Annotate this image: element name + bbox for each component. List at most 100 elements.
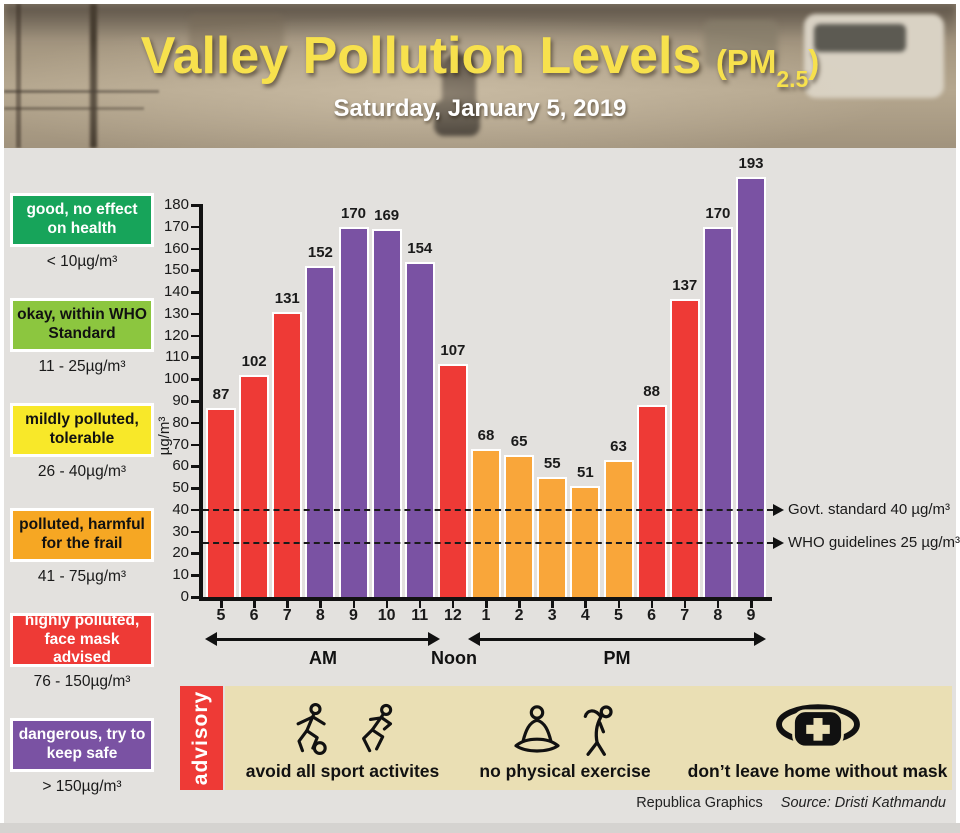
x-tick — [485, 601, 488, 608]
y-tick-label: 0 — [180, 588, 189, 605]
bar — [537, 477, 568, 597]
y-tick — [191, 204, 200, 207]
y-tick — [191, 400, 200, 403]
y-tick — [191, 334, 200, 338]
pm-arrow-left-head — [468, 632, 480, 646]
y-tick-label: 130 — [163, 304, 189, 322]
footer-credit: Republica Graphics — [636, 795, 763, 811]
x-tick-label: 5 — [216, 607, 226, 624]
exercise-icons — [509, 701, 621, 757]
x-tick — [385, 601, 389, 608]
y-tick — [191, 269, 200, 272]
bar-value-label: 51 — [577, 463, 594, 481]
y-tick — [191, 247, 200, 251]
header-photo — [4, 4, 956, 148]
y-tick-label: 120 — [163, 326, 189, 344]
y-tick — [191, 487, 200, 490]
x-tick-label: 3 — [547, 607, 557, 624]
bar — [504, 455, 535, 597]
x-tick — [352, 601, 355, 608]
x-tick-label: 7 — [282, 607, 292, 624]
bar-value-label: 193 — [738, 154, 764, 172]
reference-line — [203, 508, 773, 511]
x-tick-label: 4 — [580, 607, 590, 624]
bar — [702, 226, 733, 597]
legend-box-mild: mildly polluted, tolerable — [10, 403, 154, 457]
mask-icons — [770, 699, 866, 757]
bar — [404, 261, 435, 597]
bar-value-label: 87 — [212, 385, 230, 403]
y-tick — [191, 443, 200, 447]
y-tick-label: 70 — [172, 435, 189, 453]
y-tick — [191, 508, 200, 512]
reference-line-arrow — [773, 503, 784, 516]
legend-box-highly-polluted: highly polluted, face mask advised — [10, 612, 154, 667]
bar-value-label: 169 — [374, 206, 400, 224]
legend-box-dangerous: dangerous, try to keep safe — [10, 718, 154, 772]
am-arrow-left-head — [205, 632, 217, 646]
am-label: AM — [309, 648, 337, 668]
bar-value-label: 170 — [705, 204, 731, 222]
x-tick — [584, 601, 587, 608]
x-tick — [286, 601, 289, 608]
x-tick — [683, 601, 687, 608]
advisory-label-sports: avoid all sport activites — [245, 761, 440, 781]
advisory-label-mask: don’t leave home without mask — [687, 761, 948, 781]
x-tick-label: 9 — [349, 607, 358, 624]
x-tick-label: 8 — [713, 607, 723, 624]
bar-value-label: 154 — [407, 239, 433, 257]
x-tick — [220, 601, 223, 608]
bar — [338, 226, 369, 597]
stretching-icon — [583, 705, 613, 756]
legend-range-highly-polluted: 76 - 150µg/m³ — [33, 673, 131, 690]
y-tick — [191, 312, 200, 316]
y-tick — [191, 596, 200, 599]
advisory-item-sports: avoid all sport activites — [230, 686, 455, 790]
bar-value-label: 152 — [307, 243, 333, 261]
photo-dust-haze — [4, 4, 956, 148]
legend-range-polluted: 41 - 75µg/m³ — [37, 568, 127, 585]
y-tick-label: 100 — [163, 370, 189, 388]
y-tick — [191, 552, 200, 555]
x-tick-label: 2 — [514, 607, 524, 624]
x-tick — [750, 601, 753, 608]
bar — [570, 485, 601, 597]
advisory-tab-label: advisory — [189, 690, 213, 786]
bar-value-label: 63 — [610, 437, 627, 455]
bar — [669, 298, 700, 597]
advisory-item-exercise: no physical exercise — [455, 686, 675, 790]
bar-value-label: 137 — [672, 276, 698, 294]
x-tick — [418, 601, 422, 608]
pm-label: PM — [603, 648, 631, 668]
bar-value-label: 107 — [440, 341, 466, 359]
header: Valley Pollution Levels (PM2.5) Saturday… — [4, 4, 956, 148]
title-main: Valley Pollution Levels — [140, 26, 702, 85]
x-axis-line — [199, 597, 772, 601]
legend-range-good: < 10µg/m³ — [46, 253, 118, 270]
y-tick — [191, 421, 200, 425]
bar — [206, 407, 236, 597]
bar — [239, 374, 270, 597]
legend-range-dangerous: > 150µg/m³ — [42, 778, 122, 795]
x-tick-label: 8 — [315, 607, 325, 624]
y-tick — [191, 378, 200, 381]
advisory-item-mask: don’t leave home without mask — [685, 686, 950, 790]
y-tick-label: 140 — [163, 283, 189, 301]
x-tick — [319, 601, 322, 608]
x-tick — [617, 601, 620, 608]
page-title: Valley Pollution Levels (PM2.5) — [141, 30, 820, 91]
reference-line-label: Govt. standard 40 µg/m³ — [788, 500, 951, 518]
x-tick-label: 12 — [443, 607, 462, 624]
bar — [272, 311, 303, 597]
reference-line-arrow — [773, 536, 784, 549]
bottom-border-strip — [0, 823, 960, 833]
footer: Republica Graphics Source: Dristi Kathma… — [636, 795, 946, 811]
x-tick-label: 6 — [249, 607, 259, 624]
y-tick — [191, 225, 200, 229]
x-tick — [551, 601, 554, 608]
bar-value-label: 131 — [274, 289, 300, 307]
bar-value-label: 88 — [643, 383, 660, 401]
legend-box-good: good, no effect on health — [10, 193, 154, 247]
y-tick-label: 80 — [172, 413, 189, 431]
